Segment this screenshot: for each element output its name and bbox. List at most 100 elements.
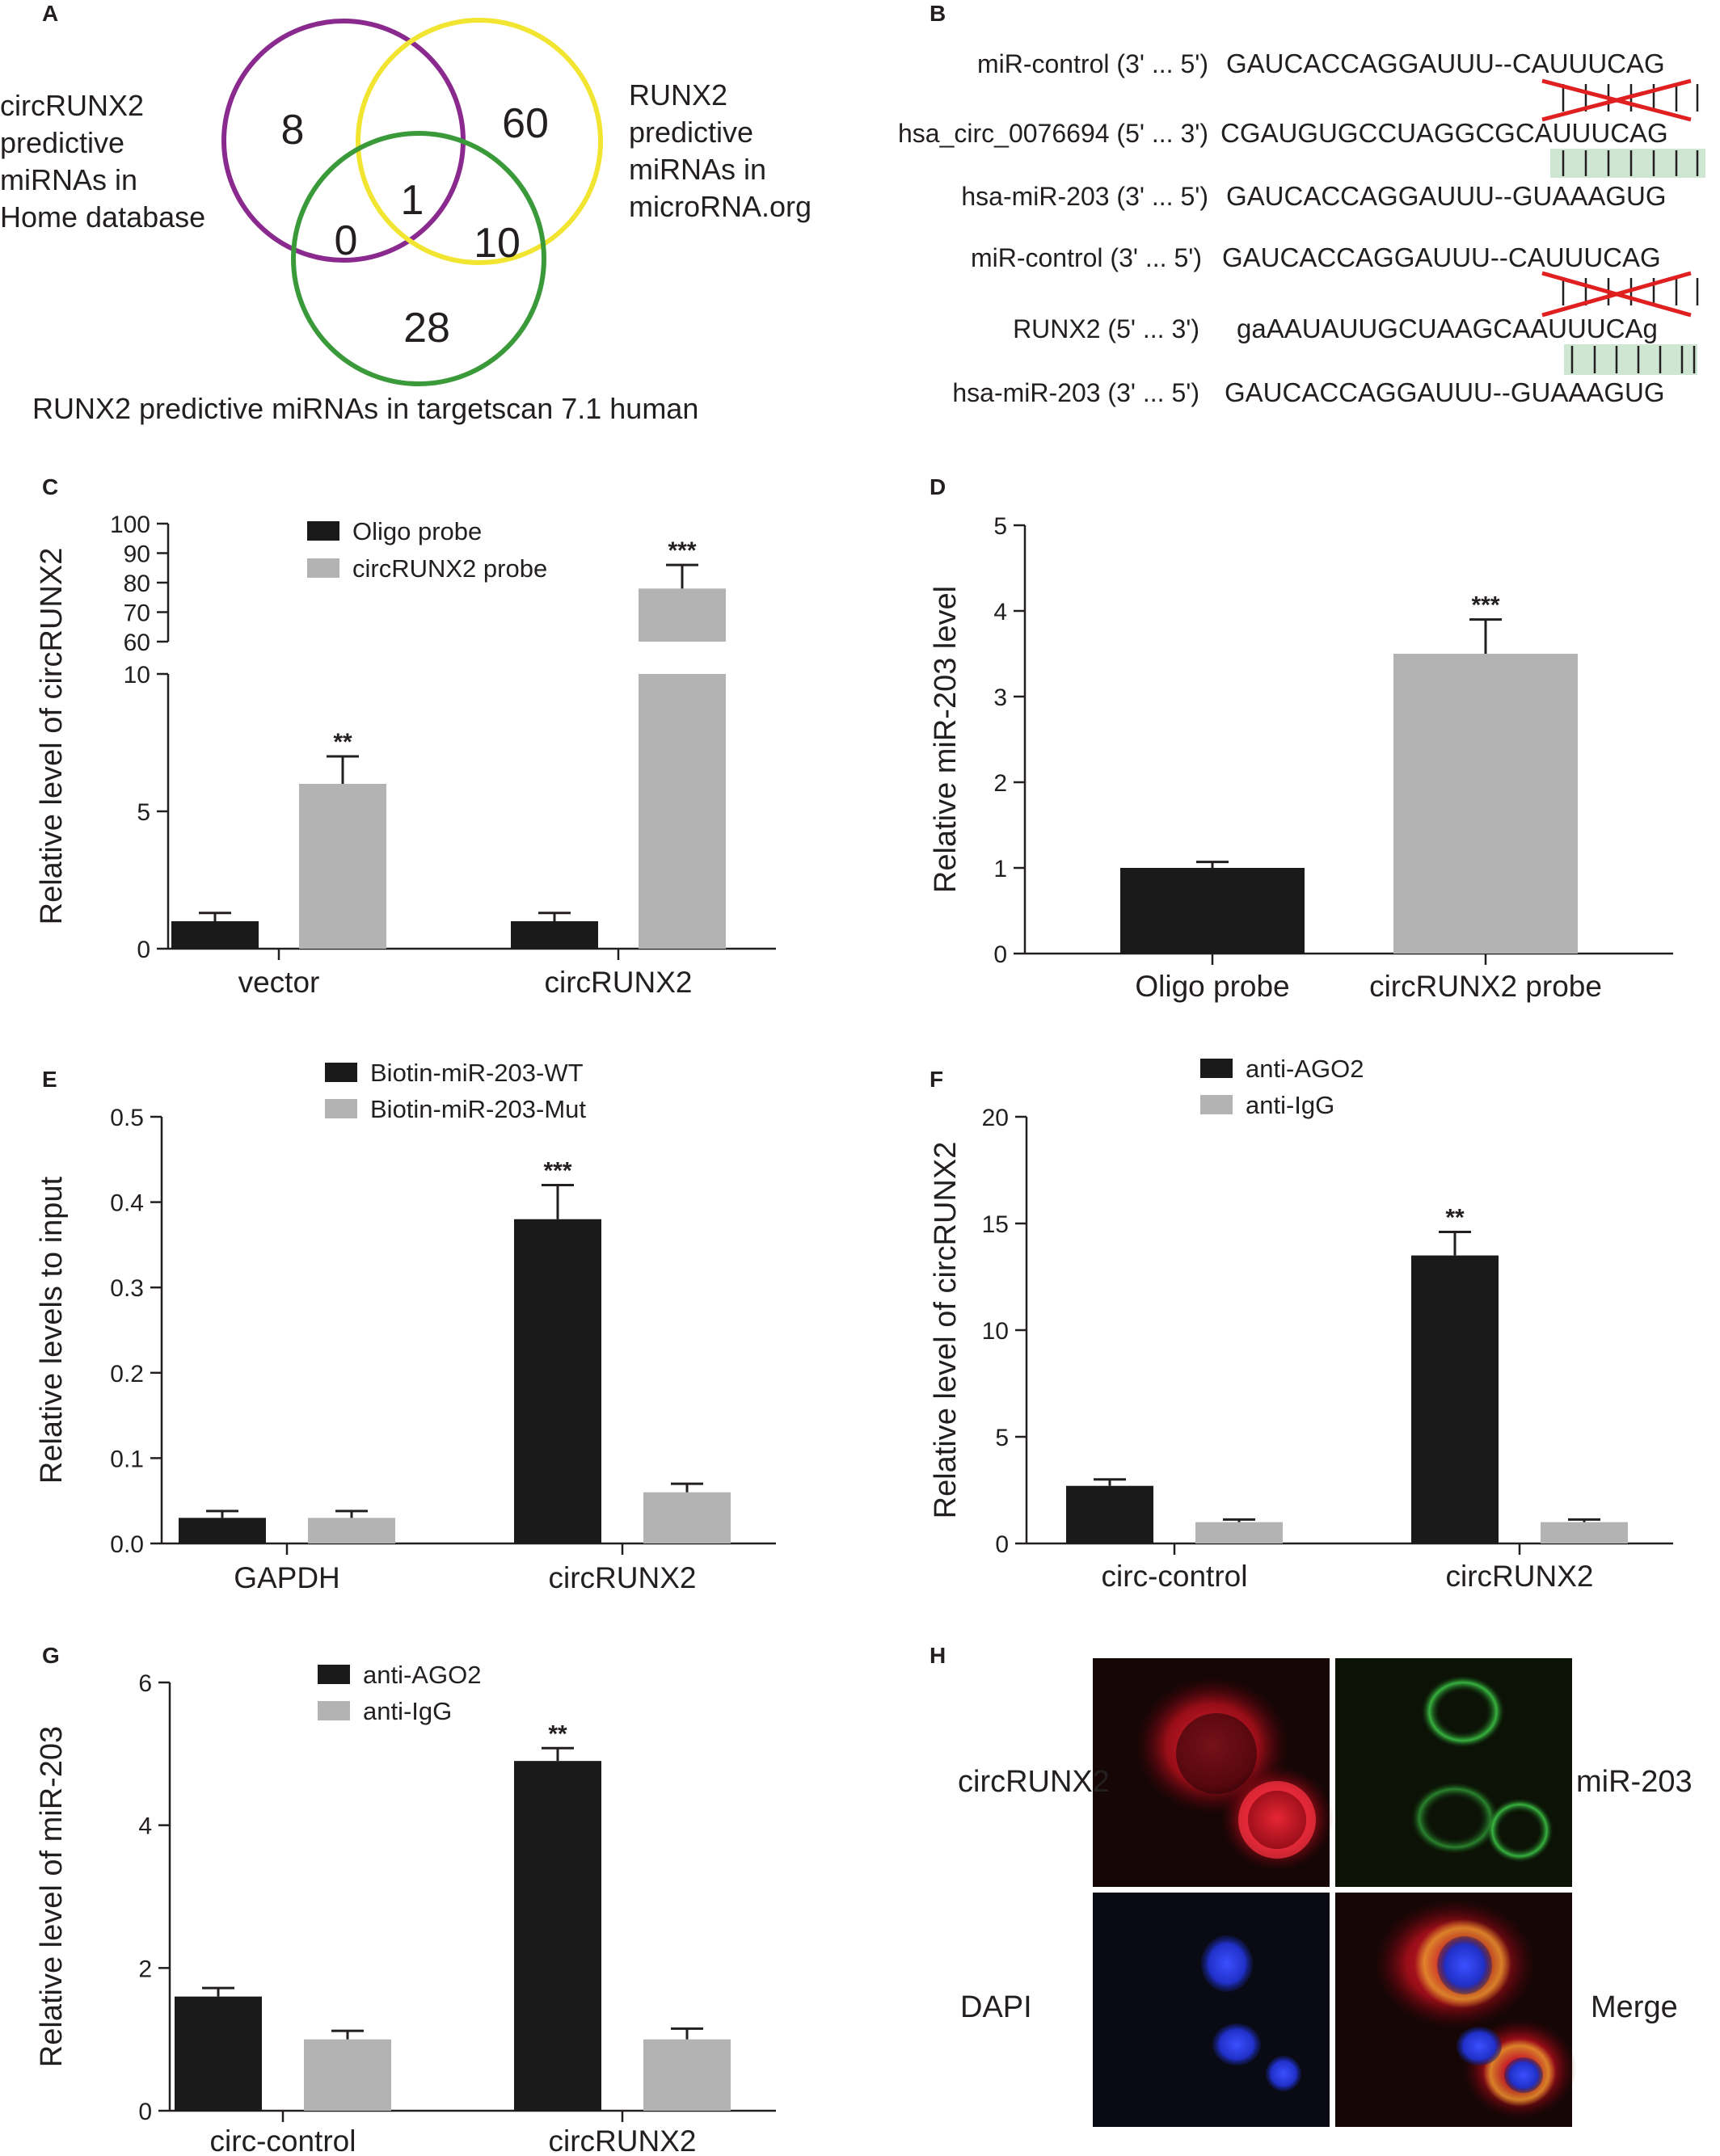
legend-swatch [318, 1665, 350, 1684]
y-tick-label: 0 [995, 1531, 1009, 1558]
panel-d: D 0 1 2 3 4 5 Oligo probe circRUNX2 probe Relati… [929, 474, 1673, 1003]
bar [643, 2039, 731, 2111]
sequence-label: hsa_circ_0076694 (5' ... 3') [898, 119, 1208, 148]
x-category-label: circ-control [210, 2124, 356, 2156]
panel-letter-d: D [930, 474, 946, 499]
micro-label-dapi: DAPI [960, 1990, 1032, 2024]
sequence-label: hsa-miR-203 (3' ... 5') [952, 378, 1199, 407]
legend-label: anti-IgG [1246, 1091, 1334, 1119]
venn-label-left-line-1: circRUNX2 [0, 89, 144, 122]
y-tick-label: 2 [993, 770, 1007, 797]
sequence-label: miR-control (3' ... 5') [977, 49, 1208, 78]
y-tick-label: 0.2 [110, 1361, 144, 1388]
sequence-text: GAUCACCAGGAUUU--CAUUUCAG [1222, 242, 1661, 272]
bar [514, 1219, 601, 1543]
micro-dapi-image [1093, 1893, 1330, 2127]
legend-swatch [325, 1099, 357, 1118]
legend-swatch [1200, 1095, 1233, 1114]
legend-swatch [307, 558, 339, 578]
venn-label-left-line-4: Home database [0, 200, 205, 234]
panel-letter-a: A [42, 1, 58, 26]
y-axis-title: Relative level of circRUNX2 [929, 1142, 963, 1519]
legend-label: Biotin-miR-203-WT [370, 1059, 584, 1087]
venn-label-right: RUNX2 predictive miRNAs in microRNA.org [629, 78, 812, 223]
bar [639, 588, 726, 642]
y-tick-label: 6 [138, 1670, 152, 1697]
x-category-label: circRUNX2 [549, 2124, 697, 2156]
sequence-text: GAUCACCAGGAUUU--GUAAAGUG [1225, 377, 1665, 407]
panel-letter-g: G [42, 1643, 60, 1668]
y-tick-label: 20 [982, 1105, 1009, 1131]
panel-letter-f: F [930, 1067, 943, 1092]
sequence-text: GAUCACCAGGAUUU--CAUUUCAG [1226, 48, 1665, 78]
panel-letter-b: B [930, 1, 946, 26]
bar [511, 921, 598, 949]
y-tick-label: 70 [124, 600, 150, 627]
y-tick-label: 0 [137, 937, 150, 963]
panel-g: G 0 2 4 6 circ-control circRUNX2 Relative leve… [35, 1643, 776, 2156]
micro-label-circrunx2: circRUNX2 [958, 1765, 1110, 1799]
y-axis-title: Relative levels to input [35, 1176, 69, 1484]
bar [171, 921, 259, 949]
y-tick-label: 10 [124, 662, 150, 688]
panel-letter-h: H [930, 1643, 946, 1668]
sequence-row-4: miR-control (3' ... 5') GAUCACCAGGAUUU--… [971, 242, 1661, 272]
micro-merge-cells [1374, 1899, 1576, 2119]
venn-circle-green [291, 131, 546, 386]
venn-count-yellow-green: 10 [474, 220, 521, 267]
significance-label: ** [1445, 1205, 1465, 1232]
legend-swatch [318, 1701, 350, 1720]
bar [1411, 1255, 1499, 1543]
legend-label: circRUNX2 probe [352, 554, 547, 583]
panel-b: B miR-control (3' ... 5') GAUCACCAGGAUUU… [898, 1, 1705, 407]
sequence-text: CGAUGUGCCUAGGCGCAUUUCAG [1220, 118, 1668, 148]
venn-count-purple-only: 8 [281, 107, 305, 154]
y-axis-title: Relative miR-203 level [929, 586, 963, 893]
venn-label-right-line-2: predictive [629, 116, 753, 149]
y-tick-label: 0 [138, 2099, 152, 2125]
bar [299, 784, 386, 949]
venn-count-yellow-only: 60 [502, 100, 549, 147]
sequence-row-1: miR-control (3' ... 5') GAUCACCAGGAUUU--… [977, 48, 1665, 78]
micro-mir203-cells [1410, 1675, 1553, 1863]
legend-swatch [325, 1063, 357, 1082]
legend-label: Oligo probe [352, 517, 482, 545]
sequence-label: RUNX2 (5' ... 3') [1013, 314, 1199, 343]
bar [1541, 1522, 1628, 1543]
bar [304, 2039, 391, 2111]
panel-c: C 0 5 10 60 70 80 90 100 vector circRUNX2 Relative… [35, 474, 776, 999]
x-category-label: vector [238, 966, 320, 999]
panel-a: A 8 60 1 0 10 28 circRUNX2 predictive mi… [0, 1, 812, 425]
y-tick-label: 4 [138, 1813, 152, 1840]
bar [1393, 654, 1578, 954]
y-tick-label: 5 [995, 1425, 1009, 1451]
y-tick-label: 4 [993, 599, 1007, 625]
venn-label-left-line-3: miRNAs in [0, 163, 137, 196]
x-category-label: circRUNX2 [1446, 1560, 1594, 1593]
y-tick-label: 10 [982, 1318, 1009, 1345]
legend-label: anti-AGO2 [363, 1661, 481, 1689]
significance-label: *** [543, 1157, 571, 1184]
panel-f: F 0 5 10 15 20 circ-control circRUNX2 Relative … [929, 1055, 1673, 1593]
venn-label-bottom: RUNX2 predictive miRNAs in targetscan 7.… [32, 392, 698, 425]
legend-label: Biotin-miR-203-Mut [370, 1095, 586, 1123]
y-tick-label: 0.4 [110, 1190, 144, 1217]
y-tick-label: 0.3 [110, 1275, 144, 1302]
micro-label-mir203: miR-203 [1576, 1765, 1693, 1799]
venn-label-right-line-3: miRNAs in [629, 153, 766, 186]
mismatch-marker-2 [1541, 271, 1699, 318]
legend-label: anti-AGO2 [1246, 1055, 1364, 1083]
x-category-label: circRUNX2 probe [1369, 970, 1602, 1003]
x-category-label: Oligo probe [1135, 970, 1289, 1003]
bar [643, 1492, 731, 1543]
venn-label-right-line-4: microRNA.org [629, 190, 812, 223]
y-tick-label: 0.0 [110, 1531, 144, 1558]
match-marker-2 [1564, 344, 1697, 375]
sequence-row-3: hsa-miR-203 (3' ... 5') GAUCACCAGGAUUU--… [961, 181, 1666, 211]
panel-letter-e: E [42, 1067, 57, 1092]
y-tick-label: 0 [993, 941, 1007, 968]
significance-label: ** [333, 729, 352, 756]
bar [1195, 1522, 1283, 1543]
micro-dapi-nuclei [1201, 1935, 1301, 2091]
sequence-row-2: hsa_circ_0076694 (5' ... 3') CGAUGUGCCUA… [898, 118, 1668, 148]
